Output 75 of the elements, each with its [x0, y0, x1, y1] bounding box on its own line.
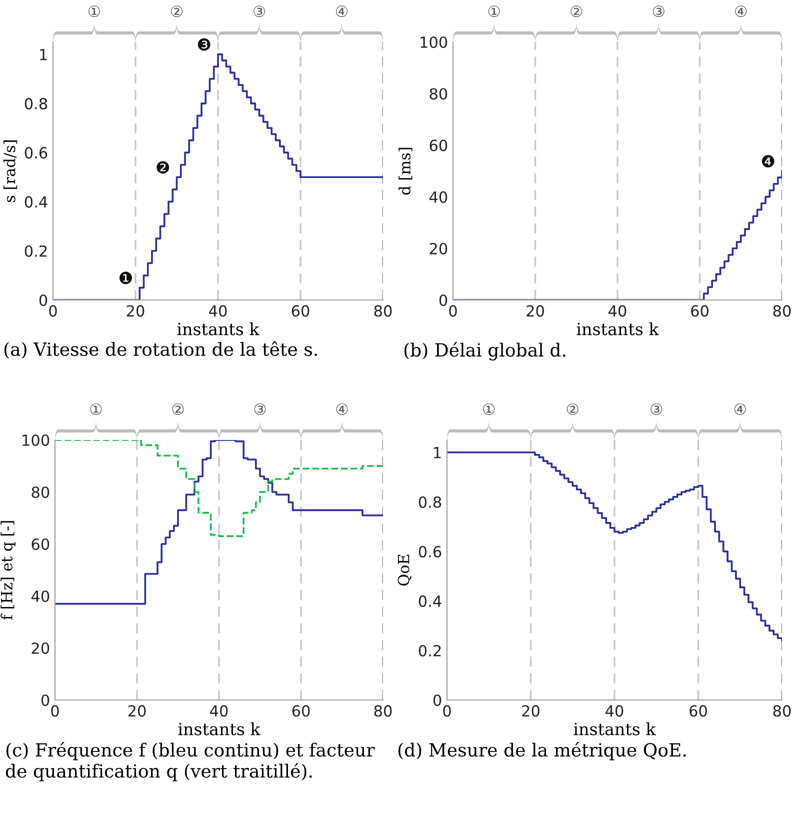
- y-tick-label: 60: [430, 140, 448, 152]
- x-axis-title: instants k: [177, 322, 260, 336]
- x-axis-title: instants k: [576, 322, 659, 336]
- x-tick-label: 0: [449, 305, 457, 317]
- y-tick-label: 100: [420, 36, 448, 48]
- text: (b) Délai global d.: [404, 342, 566, 360]
- y-tick-label: 60: [32, 538, 50, 550]
- text: ④: [734, 403, 746, 415]
- x-tick-label: 0: [49, 305, 57, 317]
- y-tick-label: 0.2: [418, 644, 441, 656]
- y-tick-label: 0.8: [418, 496, 442, 508]
- x-tick-label: 20: [522, 705, 540, 717]
- y-tick-label: 40: [31, 590, 50, 602]
- y-axis-title: d [ms]: [398, 148, 412, 195]
- text: ②: [566, 403, 578, 415]
- x-tick-label: 20: [126, 305, 144, 317]
- text: ④: [336, 403, 348, 415]
- text: ②: [570, 6, 582, 18]
- text: ①: [488, 6, 500, 18]
- x-tick-label: 40: [209, 305, 227, 317]
- x-tick-label: 60: [691, 305, 708, 317]
- y-tick-label: 0.6: [418, 546, 442, 558]
- y-tick-label: 0.8: [24, 98, 48, 110]
- annotation: ❶: [120, 272, 132, 284]
- text: ①: [88, 6, 100, 18]
- text: ②: [172, 403, 184, 415]
- y-tick-label: 20: [430, 242, 448, 254]
- y-tick-label: 80: [32, 486, 50, 498]
- annotation: ❸: [198, 38, 210, 51]
- x-tick-label: 80: [374, 705, 392, 717]
- y-tick-label: 100: [22, 434, 50, 446]
- y-tick-label: 0.2: [24, 245, 47, 257]
- y-tick-label: 0.4: [24, 196, 48, 208]
- x-tick-label: 40: [210, 705, 228, 717]
- x-tick-label: 40: [606, 705, 624, 717]
- y-tick-label: 0: [439, 294, 448, 306]
- x-axis-title: instants k: [178, 722, 260, 736]
- x-tick-label: 80: [773, 305, 791, 317]
- x-tick-label: 0: [51, 705, 59, 717]
- y-tick-label: 1: [434, 447, 441, 458]
- y-tick-label: 0: [39, 294, 48, 306]
- y-tick-label: 40: [429, 191, 448, 203]
- text: ②: [171, 6, 182, 18]
- y-tick-label: 0: [433, 694, 442, 706]
- x-tick-label: 80: [773, 705, 791, 717]
- y-tick-label: 0: [41, 694, 50, 706]
- y-tick-label: 80: [430, 88, 448, 100]
- text: ④: [735, 6, 747, 18]
- x-tick-label: 60: [292, 705, 310, 717]
- text: ①: [483, 403, 495, 415]
- text: ③: [254, 403, 266, 415]
- text: ④: [336, 6, 348, 18]
- y-axis-title: f [Hz] et q [-]: [0, 521, 16, 620]
- text: (c) Fréquence f (bleu continu) et facteur de quantification q (vert traitillé).: [6, 742, 375, 782]
- annotation: ❹: [762, 154, 774, 168]
- x-tick-label: 40: [608, 305, 626, 317]
- text: ③: [254, 6, 265, 18]
- x-tick-label: 60: [292, 305, 310, 317]
- x-tick-label: 60: [690, 705, 707, 717]
- x-tick-label: 20: [128, 705, 146, 717]
- y-axis-title: QoE: [398, 554, 412, 586]
- y-axis-title: s [rad/s]: [4, 140, 18, 202]
- annotation: ❷: [156, 161, 170, 174]
- x-tick-label: 80: [374, 305, 392, 317]
- text: (a) Vitesse de rotation de la tête s.: [4, 341, 317, 359]
- x-axis-title: instants k: [574, 722, 656, 736]
- text: (d) Mesure de la métrique QoE.: [398, 742, 686, 760]
- y-tick-label: 1: [40, 48, 47, 60]
- text: ③: [652, 6, 664, 18]
- x-tick-label: 20: [526, 305, 544, 317]
- y-tick-label: 0.4: [418, 595, 442, 607]
- y-tick-label: 20: [32, 642, 50, 654]
- text: ③: [650, 403, 662, 415]
- y-tick-label: 0.6: [24, 147, 48, 159]
- text: ①: [90, 403, 102, 415]
